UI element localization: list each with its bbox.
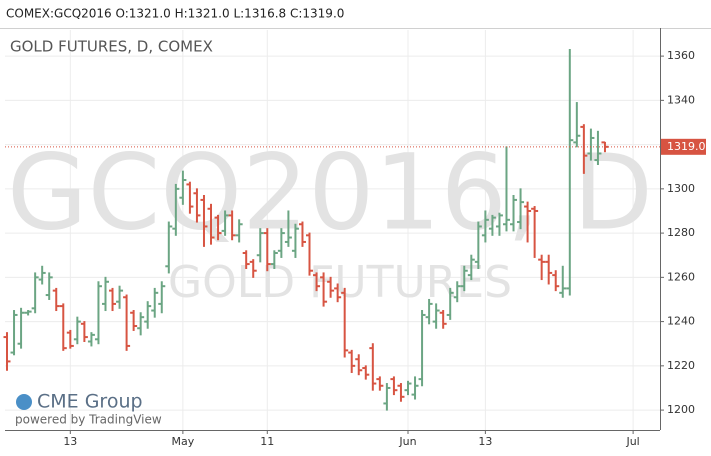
y-tick-label: 1220 bbox=[667, 359, 695, 372]
chart-title: GOLD FUTURES, D, COMEX bbox=[10, 38, 213, 56]
x-tick-label: 13 bbox=[478, 435, 492, 448]
logo-globe bbox=[16, 394, 32, 410]
logo-text: CME Group bbox=[37, 391, 143, 413]
credit: powered by TradingView bbox=[15, 413, 162, 427]
y-tick-label: 1280 bbox=[667, 226, 695, 239]
x-tick-label: 11 bbox=[260, 435, 274, 448]
bars bbox=[3, 48, 609, 411]
last-price-box bbox=[661, 138, 706, 155]
y-tick-label: 1200 bbox=[667, 403, 695, 416]
y-tick-label: 1260 bbox=[667, 270, 695, 283]
watermark-subtitle: GOLD FUTURES bbox=[168, 257, 512, 308]
x-tick-label: 13 bbox=[63, 435, 77, 448]
x-tick-label: May bbox=[172, 435, 195, 448]
x-tick-label: Jul bbox=[625, 435, 639, 448]
y-tick-label: 1340 bbox=[667, 93, 695, 106]
y-tick-label: 1300 bbox=[667, 182, 695, 195]
x-tick-label: Jun bbox=[398, 435, 416, 448]
y-tick-label: 1240 bbox=[667, 315, 695, 328]
y-tick-label: 1360 bbox=[667, 49, 695, 62]
watermark: GCQ2016, D bbox=[7, 131, 653, 253]
symbol-header: COMEX:GCQ2016 O:1321.0 H:1321.0 L:1316.8… bbox=[6, 7, 344, 21]
last-price-label: 1319.0 bbox=[667, 140, 706, 153]
logo: CME Group powered by TradingView bbox=[15, 391, 162, 427]
